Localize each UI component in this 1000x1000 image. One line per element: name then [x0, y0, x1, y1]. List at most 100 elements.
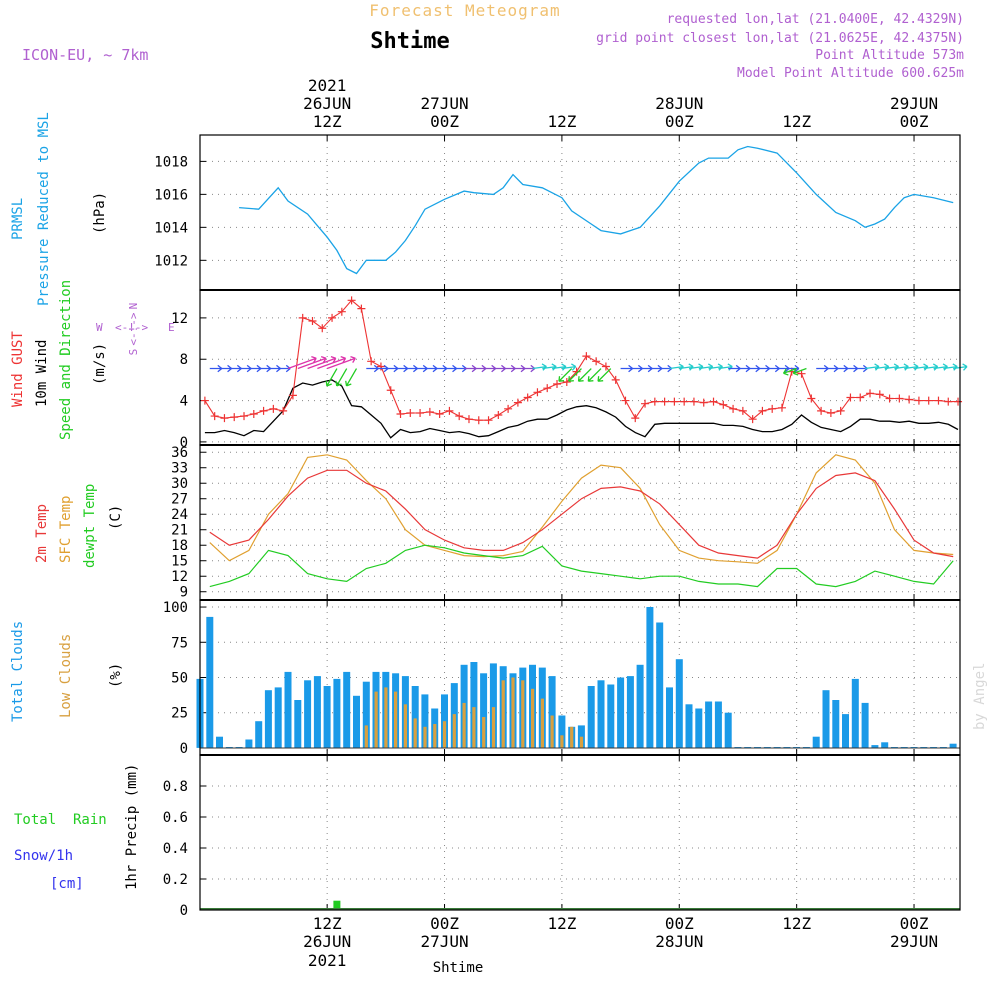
temp-ytick-label: 30 — [171, 476, 188, 492]
gust-marker — [464, 415, 473, 424]
gust-marker — [210, 412, 219, 421]
gust-marker — [709, 397, 718, 406]
temp-ytick-label: 9 — [180, 585, 188, 601]
gust-marker — [836, 406, 845, 415]
top-axis-label: 2021 — [308, 76, 347, 95]
product-title: Forecast Meteogram — [369, 1, 560, 20]
total-cloud-bar — [206, 616, 214, 748]
total-cloud-bar — [832, 700, 840, 748]
total-cloud-bar — [304, 680, 312, 748]
total-cloud-bar — [861, 702, 869, 748]
gust-marker — [347, 296, 356, 305]
sfc-temp-line — [209, 454, 954, 564]
watermark: by Angel — [972, 663, 988, 730]
gust-marker — [905, 395, 914, 404]
gust-marker — [895, 394, 904, 403]
wind-ytick-label: 4 — [180, 394, 188, 410]
precip-ytick-label: 0.6 — [163, 810, 188, 826]
bottom-axis-label: 2021 — [308, 951, 347, 970]
low-cloud-bar — [521, 680, 525, 748]
station-title: Shtime — [370, 29, 449, 54]
low-cloud-bar — [491, 707, 496, 748]
low-cloud-bar — [570, 726, 574, 748]
top-axis-label: 00Z — [665, 112, 694, 131]
gust-marker — [230, 413, 239, 422]
gust-marker — [523, 393, 532, 402]
compass-west: W — [96, 321, 103, 334]
total-cloud-bar — [714, 701, 722, 748]
top-axis-label: 28JUN — [655, 94, 703, 113]
gust-marker — [425, 407, 434, 416]
precip-ylabel: 1hr Precip (mm) — [124, 764, 140, 890]
low-cloud-bar — [403, 704, 407, 748]
total-cloud-bar — [617, 677, 625, 748]
gust-marker — [298, 313, 307, 322]
low-cloud-bar — [364, 725, 368, 748]
panels: 1012101410161018048129121518212427303336… — [154, 134, 968, 919]
total-cloud-bar — [353, 695, 360, 748]
wind-direction-arrow — [325, 368, 338, 387]
gust-marker — [650, 397, 659, 406]
top-axis-label: 26JUN — [303, 94, 351, 113]
gust-marker — [797, 369, 806, 378]
gust-marker — [543, 384, 552, 393]
low-cloud-bar — [501, 680, 505, 748]
wind-direction-arrow — [307, 356, 337, 370]
total-cloud-bar — [264, 690, 272, 748]
total-cloud-bar — [411, 686, 419, 748]
gust-marker — [269, 404, 278, 413]
top-axis-label: 27JUN — [420, 94, 468, 113]
dew-label: dewpt Temp — [82, 484, 98, 568]
wind-direction-arrow — [558, 368, 573, 382]
total-cloud-bar — [470, 662, 478, 748]
wind-direction-arrow — [587, 368, 602, 382]
temp-ytick-label: 15 — [171, 554, 188, 570]
gust-marker — [367, 357, 376, 366]
gust-marker — [435, 410, 444, 418]
gust-marker — [885, 394, 894, 403]
total-cloud-bar — [294, 700, 302, 748]
gust-marker — [200, 396, 209, 405]
clouds-ytick-label: 50 — [171, 671, 188, 687]
snow-unit: [cm] — [50, 876, 84, 892]
pressure-ytick-label: 1016 — [154, 187, 188, 203]
gust-marker — [856, 393, 865, 402]
gust-marker — [288, 391, 297, 400]
wind-direction-arrow — [577, 368, 592, 382]
temp-frame — [199, 444, 961, 601]
t2m-label: 2m Temp — [34, 504, 50, 563]
gust-marker — [924, 396, 933, 405]
clouds-panel: 0 25 50 75 100 — [163, 600, 960, 757]
gust-marker — [484, 416, 493, 425]
wind-direction-arrow — [345, 368, 358, 387]
pressure-unit: (hPa) — [92, 192, 108, 234]
clouds-ytick-label: 25 — [171, 706, 188, 722]
gust-marker — [660, 397, 669, 406]
model-name: ICON-EU, ~ 7km — [22, 46, 148, 64]
total-cloud-bar — [607, 684, 615, 748]
pressure-panel: 1012 1014 1016 1018 — [154, 135, 960, 290]
gust-marker — [220, 414, 229, 423]
gust-marker — [670, 397, 679, 406]
total-cloud-bar — [812, 736, 820, 748]
cloud-panel-labels: Total Clouds Low Clouds (%) — [10, 621, 124, 722]
gust-marker — [357, 304, 366, 313]
total-cloud-bar — [949, 743, 957, 748]
pressure-frame — [199, 134, 961, 291]
gust-marker — [846, 393, 855, 402]
wind-direction-arrow — [326, 356, 356, 370]
precip-ytick-label: 0.4 — [163, 841, 188, 857]
pressure-ytick-label: 1014 — [154, 220, 188, 236]
total-cloud-bar — [842, 714, 849, 748]
compass-ew-arrow: <-!-> — [115, 321, 148, 334]
compass-ns-arrow: <-!-> — [127, 312, 140, 345]
requested-lonlat: requested lon,lat (21.0400E, 42.4329N) — [667, 12, 964, 27]
gust-marker — [562, 377, 571, 386]
low-cloud-bar — [560, 735, 564, 748]
wind-panel-labels: Wind GUST 10m Wind Speed and Direction (… — [10, 280, 175, 440]
wind-direction-arrow — [597, 368, 612, 382]
gust-marker — [729, 404, 738, 413]
snow-label: Snow/1h — [14, 848, 73, 864]
